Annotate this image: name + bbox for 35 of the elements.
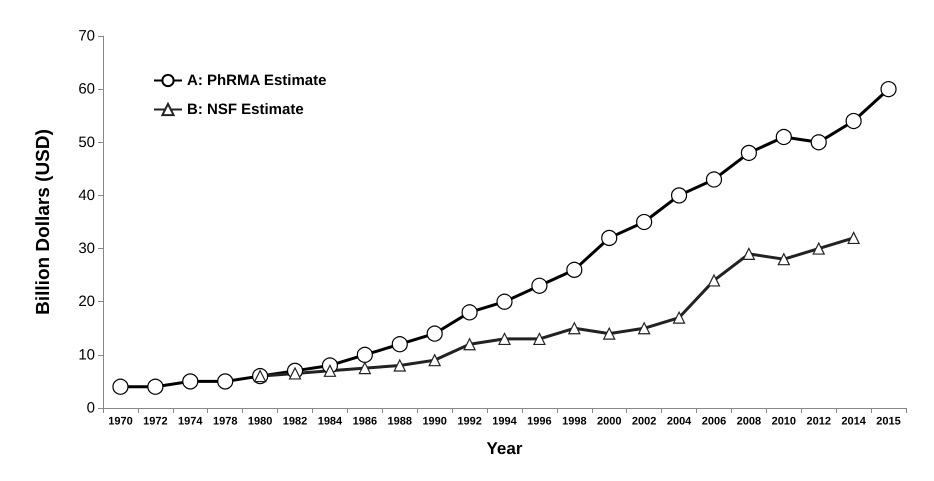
x-tick-label: 2004 <box>666 416 692 428</box>
x-tick-label: 1980 <box>248 416 272 428</box>
x-tick-label: 1994 <box>492 416 518 428</box>
y-tick-label: 40 <box>78 186 95 204</box>
x-tick-label: 2008 <box>736 416 762 428</box>
x-tick-label: 1984 <box>318 416 344 428</box>
y-tick-label: 60 <box>78 80 95 98</box>
y-axis-title: Billion Dollars (USD) <box>33 129 54 315</box>
x-tick-label: 2000 <box>596 416 622 428</box>
x-tick-label: 1998 <box>562 416 587 428</box>
x-tick-label: 2010 <box>772 416 796 428</box>
y-tick-label: 50 <box>78 134 95 151</box>
x-tick-label: 1982 <box>282 416 308 428</box>
x-tick-label: 1970 <box>108 416 133 428</box>
x-tick-label: 1974 <box>178 416 204 428</box>
x-tick-label: 2015 <box>876 416 901 428</box>
y-tick-label: 0 <box>86 400 95 416</box>
legend-label: B: NSF Estimate <box>187 101 304 118</box>
y-tick-label: 10 <box>78 346 95 364</box>
legend-label: A: PhRMA Estimate <box>187 72 326 89</box>
x-tick-label: 2002 <box>632 416 656 428</box>
x-tick-label: 1972 <box>143 416 168 428</box>
x-tick-label: 1978 <box>212 416 238 428</box>
x-tick-label: 2014 <box>841 416 867 428</box>
x-tick-label: 1992 <box>457 416 482 428</box>
x-tick-label: 1988 <box>388 416 412 428</box>
x-tick-label: 1986 <box>352 416 378 428</box>
x-axis-title: Year <box>486 439 523 458</box>
x-tick-label: 2012 <box>806 416 831 428</box>
y-tick-label: 70 <box>78 28 95 44</box>
x-tick-label: 2006 <box>702 416 726 428</box>
y-tick-label: 20 <box>78 293 95 310</box>
x-tick-label: 1990 <box>422 416 447 428</box>
y-tick-label: 30 <box>78 240 95 258</box>
x-tick-label: 1996 <box>527 416 552 428</box>
